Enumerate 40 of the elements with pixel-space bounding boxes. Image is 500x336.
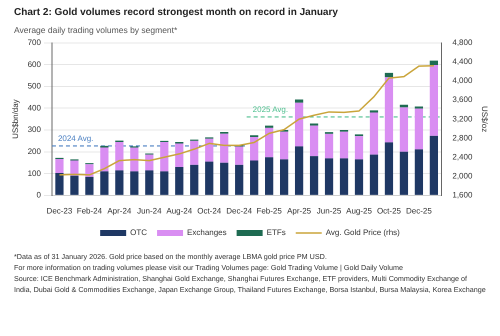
legend-label: Exchanges [187, 228, 227, 238]
x-tick-label: Apr-24 [107, 206, 132, 216]
y2-tick-label: 4,000 [452, 76, 473, 86]
y2-axis-title: US$/oz [480, 106, 489, 132]
y-tick-label: 700 [28, 38, 42, 48]
y-tick-label: 600 [28, 60, 42, 69]
x-tick-label: Aug-25 [346, 206, 372, 216]
y-tick-label: 200 [28, 147, 42, 156]
y2-tick-label: 1,600 [452, 190, 473, 200]
y2-tick-label: 2,800 [452, 133, 473, 142]
ref-line-label: 2025 Avg. [252, 105, 288, 114]
x-tick-label: Feb-24 [76, 206, 103, 216]
ref-line-label: 2024 Avg. [58, 134, 94, 144]
y-tick-label: 100 [28, 168, 42, 178]
x-tick-label: Dec-25 [406, 206, 432, 216]
y2-tick-label: 3,200 [452, 114, 473, 124]
x-tick-label: Apr-25 [287, 206, 312, 216]
y-tick-label: 500 [28, 82, 42, 91]
x-tick-label: Aug-24 [166, 206, 193, 216]
y2-tick-label: 2,000 [452, 172, 473, 181]
y-tick-label: 0 [36, 190, 42, 200]
x-tick-label: Dec-23 [46, 206, 73, 216]
x-tick-label: Oct-24 [197, 206, 222, 216]
chart-title: Chart 2: Gold volumes record strongest month on record in January [13, 6, 339, 18]
y2-tick-label: 4,800 [452, 38, 473, 48]
legend-label: Avg. Gold Price (rhs) [326, 228, 400, 238]
y2-tick-label: 3,600 [452, 95, 473, 104]
y2-tick-label: 4,400 [452, 57, 473, 66]
y-tick-label: 300 [28, 125, 42, 134]
x-tick-label: Oct-25 [376, 206, 402, 216]
x-tick-label: Dec-24 [226, 206, 253, 216]
x-tick-label: Feb-25 [256, 206, 282, 216]
y-axis-title: US$bn/day [11, 99, 20, 139]
x-tick-label: Jun-25 [316, 206, 342, 216]
y-tick-label: 400 [28, 103, 42, 112]
legend-label: OTC [130, 228, 148, 238]
y2-tick-label: 2,400 [452, 152, 473, 162]
legend-label: ETFs [266, 228, 286, 238]
x-tick-label: Jun-24 [137, 206, 162, 216]
chart-subtitle: Average daily trading volumes by segment* [13, 24, 178, 35]
